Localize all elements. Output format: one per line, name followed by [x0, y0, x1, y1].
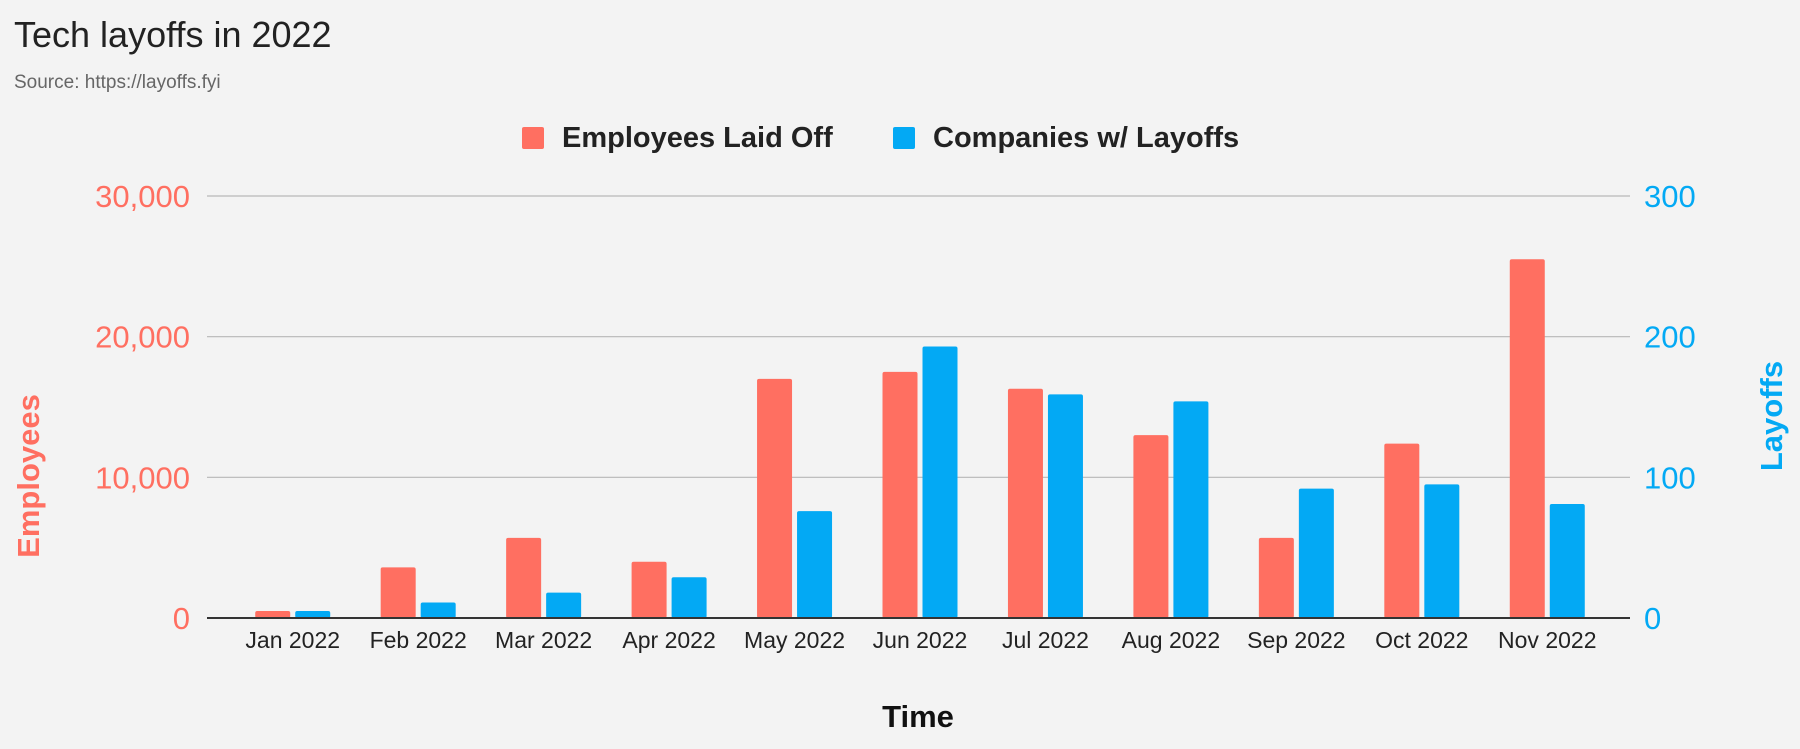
y-tick-left: 0: [173, 601, 190, 636]
x-tick-label: Jul 2022: [1002, 627, 1089, 653]
y-axis-left-title: Employees: [11, 394, 46, 558]
y-tick-right: 100: [1644, 460, 1696, 495]
bar-employees-laid-off[interactable]: [255, 610, 291, 618]
chart-title: Tech layoffs in 2022: [14, 14, 332, 55]
x-tick-label: Jun 2022: [873, 627, 968, 653]
bar-companies-with-layoffs[interactable]: [1424, 484, 1460, 618]
bar-companies-with-layoffs[interactable]: [546, 592, 582, 618]
x-tick-label: Jan 2022: [245, 627, 340, 653]
x-tick-label: Oct 2022: [1375, 627, 1468, 653]
bar-employees-laid-off[interactable]: [1007, 388, 1043, 618]
x-tick-label: Aug 2022: [1122, 627, 1220, 653]
x-tick-label: May 2022: [744, 627, 845, 653]
bar-employees-laid-off[interactable]: [631, 561, 667, 618]
x-tick-label: Apr 2022: [622, 627, 715, 653]
bar-employees-laid-off[interactable]: [882, 371, 918, 618]
y-tick-right: 0: [1644, 601, 1661, 636]
bar-companies-with-layoffs[interactable]: [420, 602, 456, 618]
bar-companies-with-layoffs[interactable]: [671, 577, 707, 618]
bar-companies-with-layoffs[interactable]: [1549, 504, 1585, 618]
y-axis-right-title: Layoffs: [1754, 361, 1789, 471]
x-tick-label: Feb 2022: [370, 627, 467, 653]
legend-label-companies: Companies w/ Layoffs: [933, 122, 1239, 154]
bar-employees-laid-off[interactable]: [1384, 443, 1420, 618]
x-axis-ticks: Jan 2022 Feb 2022 Mar 2022 Apr 2022 May 2022…: [245, 627, 1596, 653]
bars-layer: [255, 259, 1585, 618]
right-axis-ticks: 0 100 200 300: [1644, 179, 1696, 636]
legend-label-employees: Employees Laid Off: [562, 122, 833, 154]
y-tick-left: 10,000: [95, 460, 190, 495]
bar-companies-with-layoffs[interactable]: [1173, 401, 1209, 618]
y-tick-left: 30,000: [95, 179, 190, 214]
y-tick-right: 300: [1644, 179, 1696, 214]
bar-companies-with-layoffs[interactable]: [1298, 488, 1334, 618]
bar-employees-laid-off[interactable]: [380, 567, 416, 618]
bar-employees-laid-off[interactable]: [1509, 259, 1545, 618]
legend: Employees Laid Off Companies w/ Layoffs: [522, 122, 1239, 154]
x-tick-label: Nov 2022: [1498, 627, 1596, 653]
chart-subtitle: Source: https://layoffs.fyi: [14, 72, 221, 93]
x-tick-label: Sep 2022: [1247, 627, 1345, 653]
left-axis-ticks: 0 10,000 20,000 30,000: [95, 179, 190, 636]
bar-companies-with-layoffs[interactable]: [797, 511, 833, 618]
bar-employees-laid-off[interactable]: [1258, 537, 1294, 618]
bar-companies-with-layoffs[interactable]: [295, 610, 331, 618]
y-tick-left: 20,000: [95, 320, 190, 355]
bar-employees-laid-off[interactable]: [506, 537, 542, 618]
legend-swatch-employees: [522, 127, 544, 149]
bar-employees-laid-off[interactable]: [757, 378, 793, 618]
bar-employees-laid-off[interactable]: [1133, 435, 1169, 618]
y-tick-right: 200: [1644, 320, 1696, 355]
legend-swatch-companies: [893, 127, 915, 149]
bar-companies-with-layoffs[interactable]: [922, 346, 958, 618]
x-tick-label: Mar 2022: [495, 627, 592, 653]
gridlines: [207, 195, 1630, 478]
x-axis-title: Time: [882, 699, 954, 734]
bar-companies-with-layoffs[interactable]: [1047, 394, 1083, 618]
